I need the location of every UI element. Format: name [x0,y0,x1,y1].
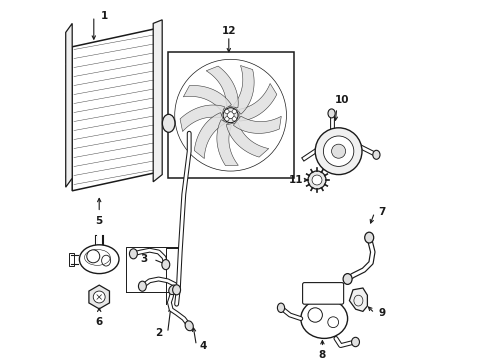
Circle shape [227,112,234,119]
Circle shape [225,109,229,114]
Ellipse shape [139,281,147,291]
Polygon shape [66,23,72,187]
Text: 11: 11 [289,175,304,185]
Polygon shape [61,60,66,68]
Ellipse shape [172,285,180,295]
Polygon shape [61,145,66,152]
Ellipse shape [185,321,193,331]
Ellipse shape [277,303,285,312]
Circle shape [332,144,345,158]
Polygon shape [217,120,238,166]
Polygon shape [349,288,368,311]
Ellipse shape [351,337,360,347]
Polygon shape [233,66,254,114]
Circle shape [232,109,237,114]
Circle shape [87,250,100,263]
Polygon shape [89,285,109,309]
Circle shape [223,108,238,123]
Polygon shape [180,105,224,131]
Text: 5: 5 [96,216,103,226]
Polygon shape [226,123,269,157]
Polygon shape [239,84,277,121]
Polygon shape [195,113,224,158]
Text: 9: 9 [378,308,385,318]
Polygon shape [233,116,281,134]
Ellipse shape [162,260,170,270]
Circle shape [312,175,322,185]
Circle shape [308,171,326,189]
Ellipse shape [79,245,119,274]
Circle shape [328,317,339,328]
Text: 10: 10 [335,95,349,105]
Circle shape [308,308,322,322]
Text: 12: 12 [221,26,236,36]
Polygon shape [72,29,155,191]
FancyBboxPatch shape [303,283,343,304]
Ellipse shape [328,109,335,118]
Text: 1: 1 [101,11,108,21]
Text: 2: 2 [155,328,162,338]
Bar [69,253,74,266]
Bar [168,52,294,178]
Ellipse shape [343,274,352,284]
Circle shape [232,117,237,121]
Ellipse shape [373,150,380,159]
Text: 7: 7 [378,207,386,217]
Circle shape [323,136,354,166]
Polygon shape [183,85,231,111]
Ellipse shape [169,285,177,294]
Circle shape [93,291,105,303]
Circle shape [225,117,229,121]
Ellipse shape [301,299,347,338]
Circle shape [315,128,362,175]
Polygon shape [206,66,238,108]
Text: 4: 4 [200,341,207,351]
Ellipse shape [129,249,137,259]
Ellipse shape [365,232,374,243]
Polygon shape [61,173,66,180]
Polygon shape [61,89,66,96]
Ellipse shape [162,114,175,132]
Polygon shape [153,20,162,182]
Text: 6: 6 [96,317,103,327]
Text: 8: 8 [319,350,326,360]
Polygon shape [61,117,66,124]
Text: 3: 3 [141,254,148,264]
